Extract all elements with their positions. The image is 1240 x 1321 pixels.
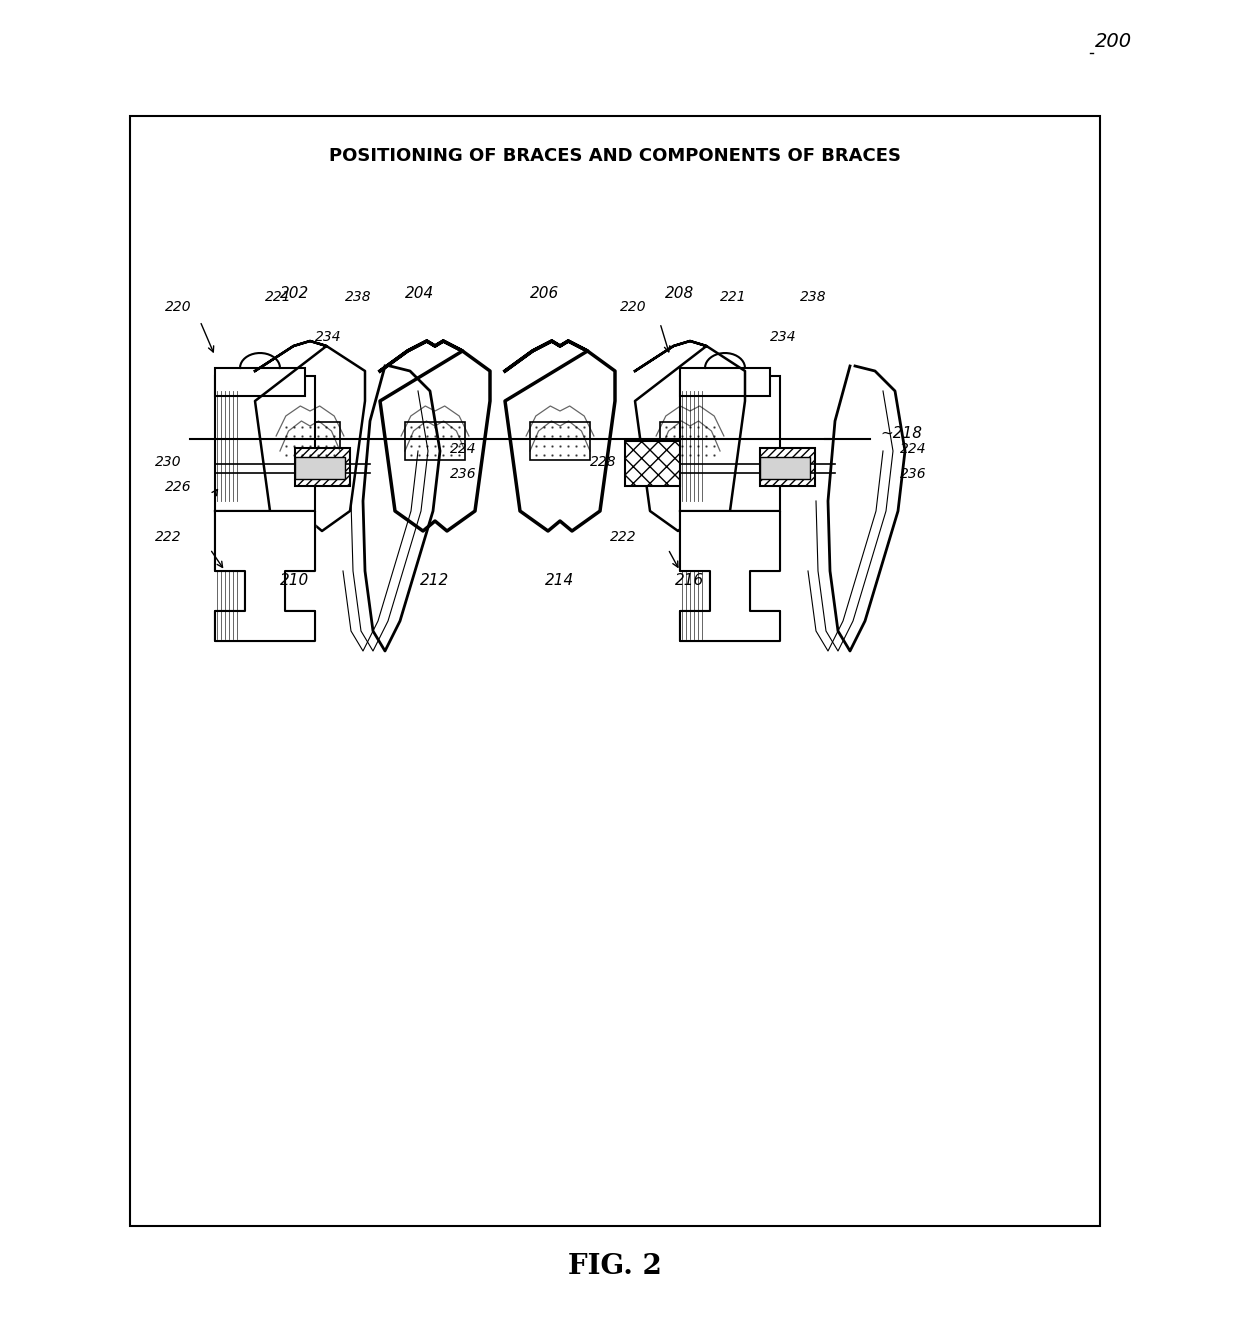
Text: 236: 236 (450, 468, 476, 481)
Text: 238: 238 (800, 291, 827, 304)
Polygon shape (215, 511, 315, 641)
Bar (295, 457, 345, 480)
Text: POSITIONING OF BRACES AND COMPONENTS OF BRACES: POSITIONING OF BRACES AND COMPONENTS OF … (329, 147, 901, 165)
Bar (295, 448, 350, 486)
FancyBboxPatch shape (680, 367, 770, 396)
Text: 222: 222 (155, 530, 181, 544)
Text: 202: 202 (280, 287, 310, 301)
Text: FIG. 2: FIG. 2 (568, 1252, 662, 1280)
FancyBboxPatch shape (680, 375, 780, 511)
Text: 238: 238 (345, 291, 372, 304)
Text: 228: 228 (590, 454, 616, 469)
Bar (625, 441, 680, 486)
FancyBboxPatch shape (215, 375, 315, 511)
Bar (660, 421, 720, 460)
Text: 200: 200 (1095, 32, 1132, 52)
Text: 224: 224 (450, 443, 476, 456)
Text: 208: 208 (666, 287, 694, 301)
Bar (295, 448, 350, 486)
Bar (760, 457, 810, 480)
Text: 234: 234 (770, 330, 796, 343)
Text: 226: 226 (165, 480, 192, 494)
Text: 236: 236 (900, 468, 926, 481)
Text: 216: 216 (676, 573, 704, 588)
Text: 220: 220 (165, 300, 192, 314)
Text: 230: 230 (155, 454, 181, 469)
Text: 224: 224 (900, 443, 926, 456)
Bar (760, 448, 815, 486)
Bar (405, 421, 465, 460)
FancyBboxPatch shape (215, 367, 305, 396)
Text: 222: 222 (610, 530, 636, 544)
Bar (130, 116, 1100, 1226)
Text: 204: 204 (405, 287, 435, 301)
Bar (760, 448, 815, 486)
Text: 220: 220 (620, 300, 646, 314)
Polygon shape (680, 511, 780, 641)
Text: 206: 206 (531, 287, 559, 301)
Bar (529, 421, 590, 460)
Text: 212: 212 (420, 573, 450, 588)
Text: 210: 210 (280, 573, 310, 588)
Text: ~218: ~218 (880, 427, 923, 441)
Bar (280, 421, 340, 460)
Text: 214: 214 (546, 573, 574, 588)
Text: 221: 221 (265, 291, 291, 304)
Text: 221: 221 (720, 291, 746, 304)
Text: 234: 234 (315, 330, 342, 343)
